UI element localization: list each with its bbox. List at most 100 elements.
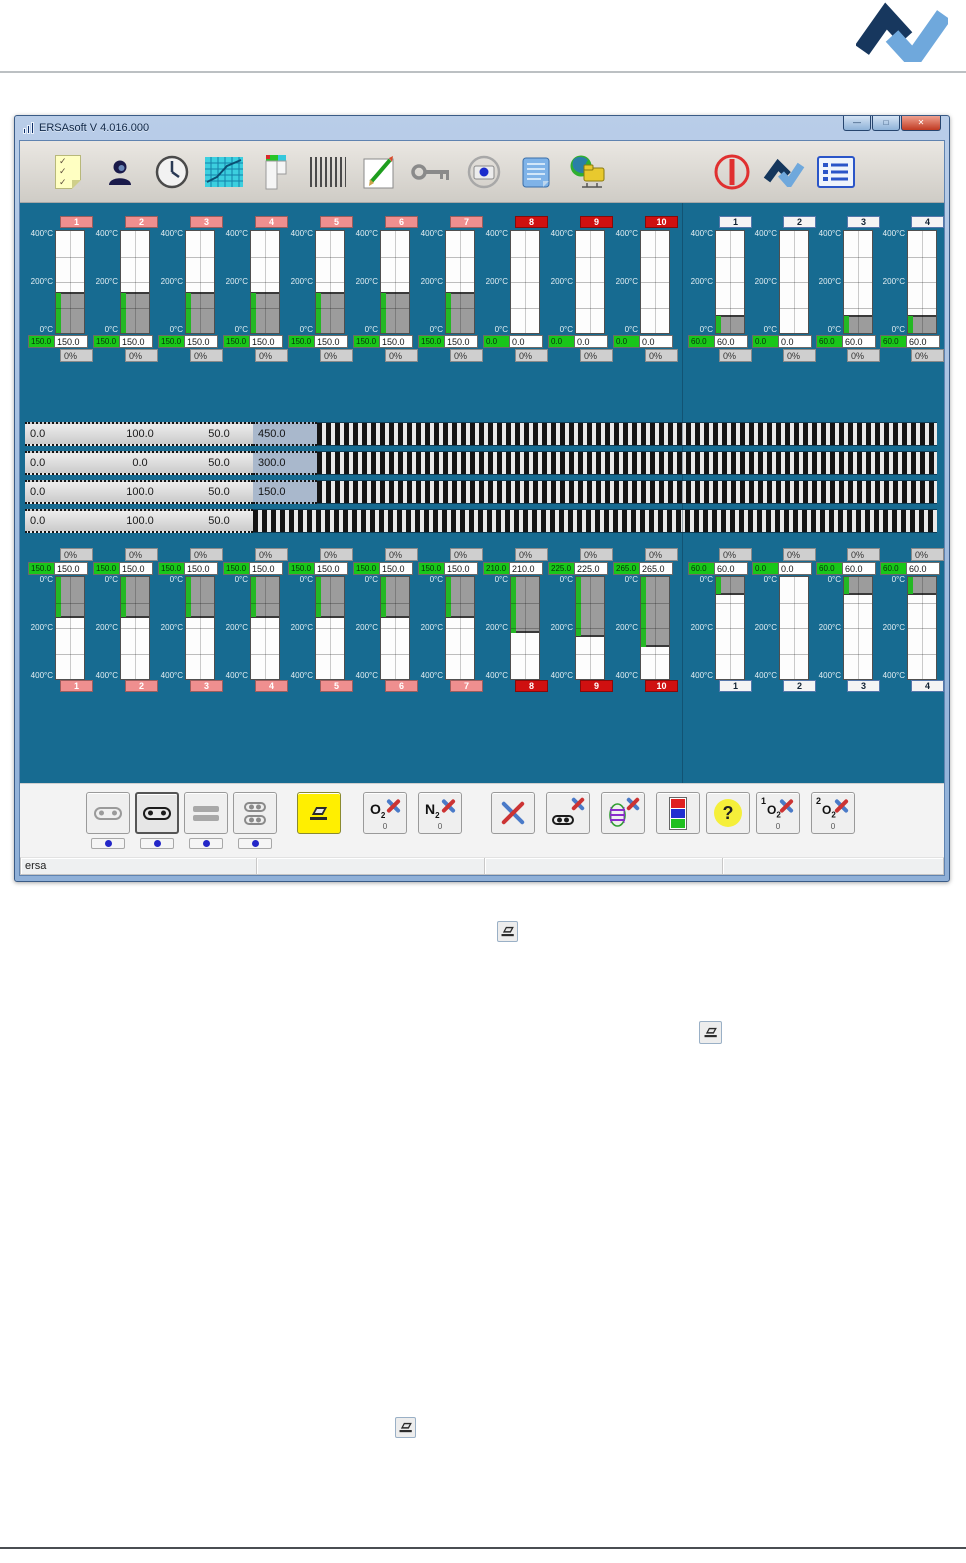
gauge-upper-heater-8: 8 400°C 200°C 0°C 0.0 0.0 0%	[483, 216, 548, 362]
conveyor-row-3[interactable]: 0.0 100.0 50.0 150.0	[25, 480, 937, 504]
maximize-button[interactable]: □	[872, 116, 900, 131]
list-view-button[interactable]	[814, 147, 858, 197]
o2-sensor-2-button[interactable]: 2 O2 0	[811, 792, 855, 834]
set-temp-value[interactable]: 150.0	[250, 335, 283, 348]
set-temp-value[interactable]: 150.0	[315, 562, 348, 575]
user-button[interactable]	[98, 147, 142, 197]
transport-right-button[interactable]	[135, 792, 179, 834]
clock-button[interactable]	[150, 147, 194, 197]
scale-tick-label: 400°C	[160, 229, 183, 238]
zone-number-badge: 6	[385, 216, 418, 228]
set-temp-value[interactable]: 0.0	[779, 335, 812, 348]
temperature-bar	[120, 230, 150, 334]
network-share-button[interactable]	[566, 147, 610, 197]
count-badge[interactable]	[189, 838, 223, 849]
titlebar[interactable]: ERSAsoft V 4.016.000 — □ ✕	[19, 116, 945, 140]
set-temp-value[interactable]: 150.0	[250, 562, 283, 575]
notepad-button[interactable]	[514, 147, 558, 197]
barcode-button[interactable]	[306, 147, 350, 197]
zone-number-badge: 2	[783, 680, 816, 692]
scale-tick-label: 400°C	[690, 671, 713, 680]
scale-tick-label: 400°C	[754, 229, 777, 238]
n2-shutoff-button[interactable]: N2 0	[418, 792, 462, 834]
zone-number-badge: 7	[450, 680, 483, 692]
transport-rails-button[interactable]	[184, 792, 228, 834]
hood-button[interactable]	[297, 792, 341, 834]
set-temp-value[interactable]: 60.0	[843, 562, 876, 575]
set-temp-value[interactable]: 0.0	[640, 335, 673, 348]
set-temp-value[interactable]: 265.0	[640, 562, 673, 575]
set-temp-value[interactable]: 0.0	[575, 335, 608, 348]
service-heating-button[interactable]	[601, 792, 645, 834]
ersa-logo-button[interactable]	[762, 147, 806, 197]
scale-tick-label: 0°C	[763, 575, 777, 584]
o2-sensor-2-group: 2 O2 0	[811, 792, 855, 834]
gas-shutoff-icon: N2 0	[419, 793, 461, 833]
scale-tick-label: 400°C	[160, 671, 183, 680]
edit-pencil-button[interactable]	[358, 147, 402, 197]
display-colors-button[interactable]	[656, 792, 700, 834]
actual-level-strip	[844, 315, 849, 333]
conveyor-row-1[interactable]: 0.0 100.0 50.0 450.0	[25, 422, 937, 446]
set-temp-value[interactable]: 225.0	[575, 562, 608, 575]
gauge-lower-cooling-3: 0% 60.0 60.0 0°C 200°C 400°C 3	[816, 547, 880, 693]
conveyor-value: 50.0	[208, 428, 230, 440]
count-badge[interactable]	[91, 838, 125, 849]
temperature-bar	[55, 576, 85, 680]
count-badge[interactable]	[140, 838, 174, 849]
scale-tick-label: 400°C	[30, 229, 53, 238]
set-temp-value[interactable]: 150.0	[380, 562, 413, 575]
key-button[interactable]	[410, 147, 454, 197]
set-temp-value[interactable]: 0.0	[779, 562, 812, 575]
o2-sensor-1-button[interactable]: 1 O2 0	[756, 792, 800, 834]
conveyor-row-4[interactable]: 0.0 100.0 50.0	[25, 509, 937, 533]
scale-tick-label: 400°C	[754, 671, 777, 680]
scale-tick-label: 400°C	[225, 671, 248, 680]
set-temp-value[interactable]: 150.0	[185, 335, 218, 348]
set-temp-value[interactable]: 150.0	[120, 335, 153, 348]
help-button[interactable]: ?	[706, 792, 750, 834]
transport-double-button[interactable]	[233, 792, 277, 834]
set-temp-value[interactable]: 150.0	[120, 562, 153, 575]
set-temp-value[interactable]: 150.0	[185, 562, 218, 575]
scale-tick-label: 200°C	[690, 623, 713, 632]
minimize-button[interactable]: —	[843, 116, 871, 131]
hood-icon	[310, 806, 328, 820]
actual-temp-value: 0.0	[752, 335, 779, 348]
actual-temp-value: 150.0	[288, 562, 315, 575]
transport-left-button[interactable]	[86, 792, 130, 834]
set-temp-value[interactable]: 150.0	[55, 562, 88, 575]
set-temp-value[interactable]: 0.0	[510, 335, 543, 348]
zone-number-badge: 1	[719, 680, 752, 692]
process-chart-button[interactable]	[202, 147, 246, 197]
service-tools-button[interactable]	[491, 792, 535, 834]
gauge-lower-heater-7: 0% 150.0 150.0 0°C 200°C 400°C 7	[418, 547, 483, 693]
camera-button[interactable]	[462, 147, 506, 197]
set-temp-value[interactable]: 150.0	[445, 335, 478, 348]
set-temp-value[interactable]: 150.0	[315, 335, 348, 348]
conveyor-row-2[interactable]: 0.0 0.0 50.0 300.0	[25, 451, 937, 475]
set-temp-value[interactable]: 150.0	[55, 335, 88, 348]
power-off-button[interactable]	[710, 147, 754, 197]
scale-tick-label: 0°C	[494, 325, 508, 334]
set-temp-value[interactable]: 150.0	[445, 562, 478, 575]
set-temp-value[interactable]: 60.0	[715, 562, 748, 575]
close-button[interactable]: ✕	[901, 116, 941, 131]
profile-column-button[interactable]	[254, 147, 298, 197]
set-temp-value[interactable]: 60.0	[907, 562, 940, 575]
set-temp-value[interactable]: 60.0	[715, 335, 748, 348]
checklist-button[interactable]: ✓ ✓ ✓	[46, 147, 90, 197]
count-badge[interactable]	[238, 838, 272, 849]
belt-stripes	[317, 451, 937, 475]
temperature-bar	[250, 576, 280, 680]
set-temp-value[interactable]: 60.0	[843, 335, 876, 348]
o2-shutoff-button[interactable]: O2 0	[363, 792, 407, 834]
conveyor-value: 50.0	[208, 457, 230, 469]
service-transport-button[interactable]	[546, 792, 590, 834]
set-temp-value[interactable]: 210.0	[510, 562, 543, 575]
set-temp-value[interactable]: 150.0	[380, 335, 413, 348]
set-temp-value[interactable]: 60.0	[907, 335, 940, 348]
power-percent: 0%	[385, 349, 418, 362]
scale-tick-label: 400°C	[95, 229, 118, 238]
temperature-bar	[715, 576, 745, 680]
